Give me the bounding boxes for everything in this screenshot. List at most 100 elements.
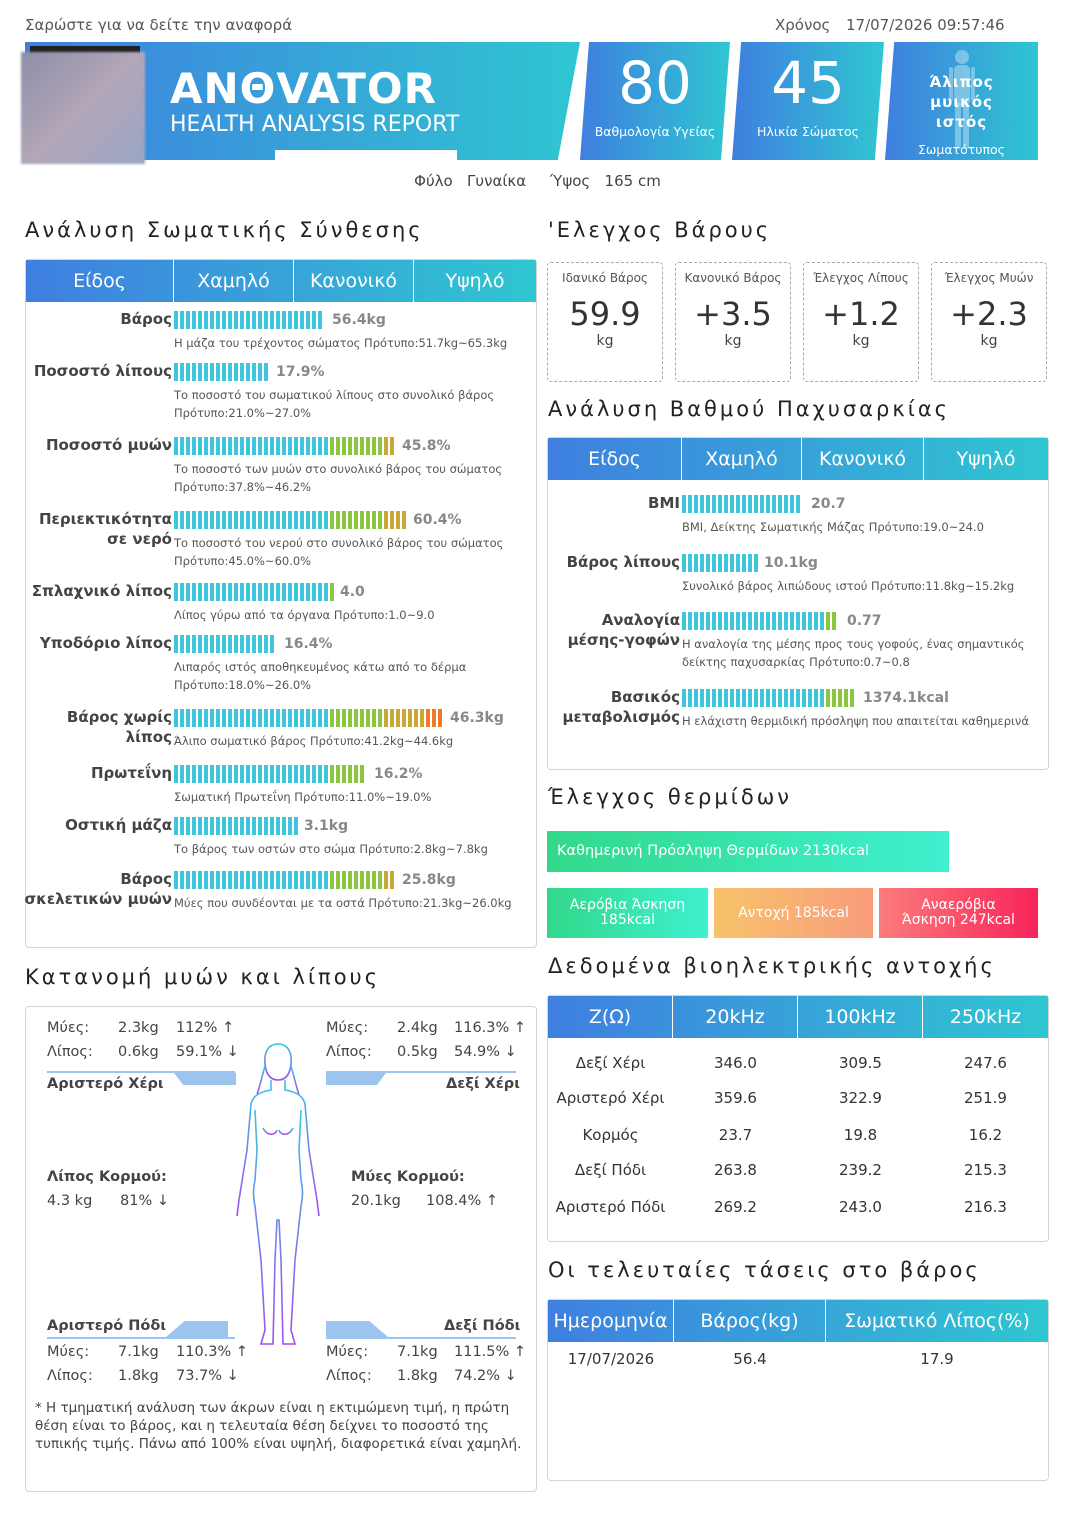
bio-value: 19.8	[843, 1126, 878, 1144]
normal-weight-box: Κανονικό Βάρος +3.5 kg	[675, 262, 791, 382]
rl-fat-label: Λίπος:	[326, 1368, 372, 1384]
bio-value: 239.2	[839, 1161, 882, 1179]
ra-fat-label: Λίπος:	[326, 1044, 372, 1060]
anaerobic-calorie-box: Αναερόβια Άσκηση 247kcal	[879, 888, 1038, 938]
ideal-weight-value: 59.9	[569, 295, 641, 333]
rl-fat: 1.8kg	[397, 1368, 438, 1384]
height-value: 165 cm	[604, 172, 661, 190]
metric-label: Περιεκτικότητα σε νερό	[38, 510, 172, 548]
metric-bar	[174, 871, 398, 889]
bio-segment: Αριστερό Χέρι	[556, 1089, 665, 1107]
muscle-control-value: +2.3	[950, 295, 1028, 333]
metric-bar	[174, 765, 370, 783]
metric-description: BMI, Δείκτης Σωματικής Μάζας Πρότυπο:19.…	[682, 520, 984, 534]
metric-bar	[174, 817, 300, 835]
trend-date: 17/07/2026	[567, 1350, 655, 1368]
metric-value: 56.4kg	[332, 312, 386, 328]
health-score-value: 80	[618, 49, 692, 117]
metric-value: 46.3kg	[450, 710, 504, 726]
ideal-weight-label: Ιδανικό Βάρος	[562, 271, 648, 285]
bio-value: 309.5	[839, 1054, 882, 1072]
metric-label: Βάρος χωρίς λίπος	[66, 708, 172, 746]
composition-panel: Είδος Χαμηλό Κανονικό Υψηλό Βάρος 56.4kg Η…	[24, 259, 537, 948]
metric-bar	[174, 311, 328, 329]
distribution-panel: Μύες: 2.3kg 112% ↑ Λίπος: 0.6kg 59.1% ↓ …	[25, 1006, 537, 1492]
ob-col-type: Είδος	[548, 438, 682, 480]
bio-col-z: Z(Ω)	[548, 996, 673, 1038]
body-type-label: Σωματότυπος	[918, 142, 1005, 157]
bio-segment: Δεξί Χέρι	[575, 1054, 646, 1072]
time-label: Χρόνος	[775, 16, 831, 34]
metric-bar	[682, 612, 843, 630]
ra-fat-pct: 54.9% ↓	[454, 1044, 517, 1060]
body-age-label: Ηλικία Σώματος	[757, 124, 859, 139]
ob-col-normal: Κανονικό	[802, 438, 924, 480]
metric-value: 16.2%	[374, 766, 423, 782]
col-type: Είδος	[26, 260, 174, 302]
rl-muscle-pct: 111.5% ↑	[454, 1344, 527, 1360]
normal-weight-unit: kg	[724, 333, 742, 349]
metric-description: Η μάζα του τρέχοντος σώματος Πρότυπο:51.…	[174, 336, 508, 350]
body-type-value: Άλιπος μυικός ιστός	[929, 73, 994, 131]
rl-muscle-label: Μύες:	[326, 1344, 369, 1360]
metric-bar	[174, 583, 336, 601]
body-type-card: Άλιπος μυικός ιστός Σωματότυπος	[885, 42, 1038, 160]
muscle-control-box: Έλεγχος Μυών +2.3 kg	[931, 262, 1047, 382]
ra-muscle-label: Μύες:	[326, 1020, 369, 1036]
bio-value: 269.2	[714, 1198, 757, 1216]
gender-value: Γυναίκα	[467, 172, 527, 190]
metric-description: Το ποσοστό των μυών στο συνολικό βάρος τ…	[174, 462, 503, 494]
metric-label: Πρωτεΐνη	[91, 764, 172, 782]
aerobic-calorie-box: Αερόβια Άσκηση 185kcal	[547, 888, 708, 938]
daily-calorie-bar: Καθημερινή Πρόσληψη Θερμίδων 2130kcal	[547, 831, 949, 872]
metric-value: 17.9%	[276, 364, 325, 380]
bio-col-250k: 250kHz	[949, 1006, 1022, 1028]
body-figure-icon	[236, 1043, 320, 1345]
metric-value: 1374.1kcal	[863, 690, 949, 706]
trunk-muscle-name: Μύες Κορμού:	[351, 1169, 465, 1185]
body-age-value: 45	[771, 49, 845, 117]
trend-weight: 56.4	[733, 1350, 767, 1368]
metric-description: Το βάρος των οστών στο σώμα Πρότυπο:2.8k…	[174, 842, 488, 856]
bio-value: 322.9	[839, 1089, 882, 1107]
bio-col-20k: 20kHz	[673, 996, 798, 1038]
ob-col-high: Υψηλό	[956, 448, 1016, 470]
la-muscle: 2.3kg	[118, 1020, 159, 1036]
col-high: Υψηλό	[445, 270, 505, 292]
bio-value: 243.0	[839, 1198, 882, 1216]
fat-control-value: +1.2	[822, 295, 900, 333]
height-label: Ύψος	[549, 172, 591, 190]
body-silhouette-icon	[949, 50, 975, 149]
ll-fat-label: Λίπος:	[47, 1368, 93, 1384]
trend-header: Ημερομηνία Βάρος(kg) Σωματικό Λίπος(%)	[548, 1300, 1048, 1342]
rl-fat-pct: 74.2% ↓	[454, 1368, 517, 1384]
trend-row: 17/07/2026 56.4 17.9	[548, 1342, 1048, 1376]
metric-description: Σωματική Πρωτεΐνη Πρότυπο:11.0%~19.0%	[174, 790, 432, 804]
metric-label: Ποσοστό μυών	[45, 436, 172, 454]
la-fat-label: Λίπος:	[47, 1044, 93, 1060]
bio-value: 251.9	[964, 1089, 1007, 1107]
trunk-muscle-value: 20.1kg	[351, 1193, 401, 1209]
trend-title: Οι τελευταίες τάσεις στο βάρος	[548, 1258, 981, 1282]
metric-description: Λίπος γύρω από τα όργανα Πρότυπο:1.0~9.0	[174, 608, 435, 622]
metric-bar	[174, 437, 398, 455]
segment-note: * Η τμηματική ανάλυση των άκρων είναι η …	[35, 1400, 522, 1452]
metric-description: Το ποσοστό του νερού στο συνολικό βάρος …	[174, 536, 504, 568]
bio-value: 216.3	[964, 1198, 1007, 1216]
trend-panel: Ημερομηνία Βάρος(kg) Σωματικό Λίπος(%) 1…	[547, 1299, 1049, 1481]
ra-fat: 0.5kg	[397, 1044, 438, 1060]
normal-weight-value: +3.5	[694, 295, 772, 333]
metric-label: Βάρος	[120, 310, 172, 328]
trend-col-date: Ημερομηνία	[548, 1300, 674, 1342]
metric-bar	[682, 689, 859, 707]
ob-col-low: Χαμηλό	[682, 438, 802, 480]
rl-name: Δεξί Πόδι	[444, 1318, 521, 1334]
metric-description: Η ελάχιστη θερμιδική πρόσληψη που απαιτε…	[682, 714, 1029, 728]
bio-value: 359.6	[714, 1089, 757, 1107]
ra-muscle: 2.4kg	[397, 1020, 438, 1036]
ideal-weight-unit: kg	[596, 333, 614, 349]
body-age-card: 45 Ηλικία Σώματος	[732, 42, 884, 160]
qr-strip	[30, 46, 140, 56]
metric-label: Οστική μάζα	[65, 816, 172, 834]
bio-col-100k: 100kHz	[798, 996, 923, 1038]
